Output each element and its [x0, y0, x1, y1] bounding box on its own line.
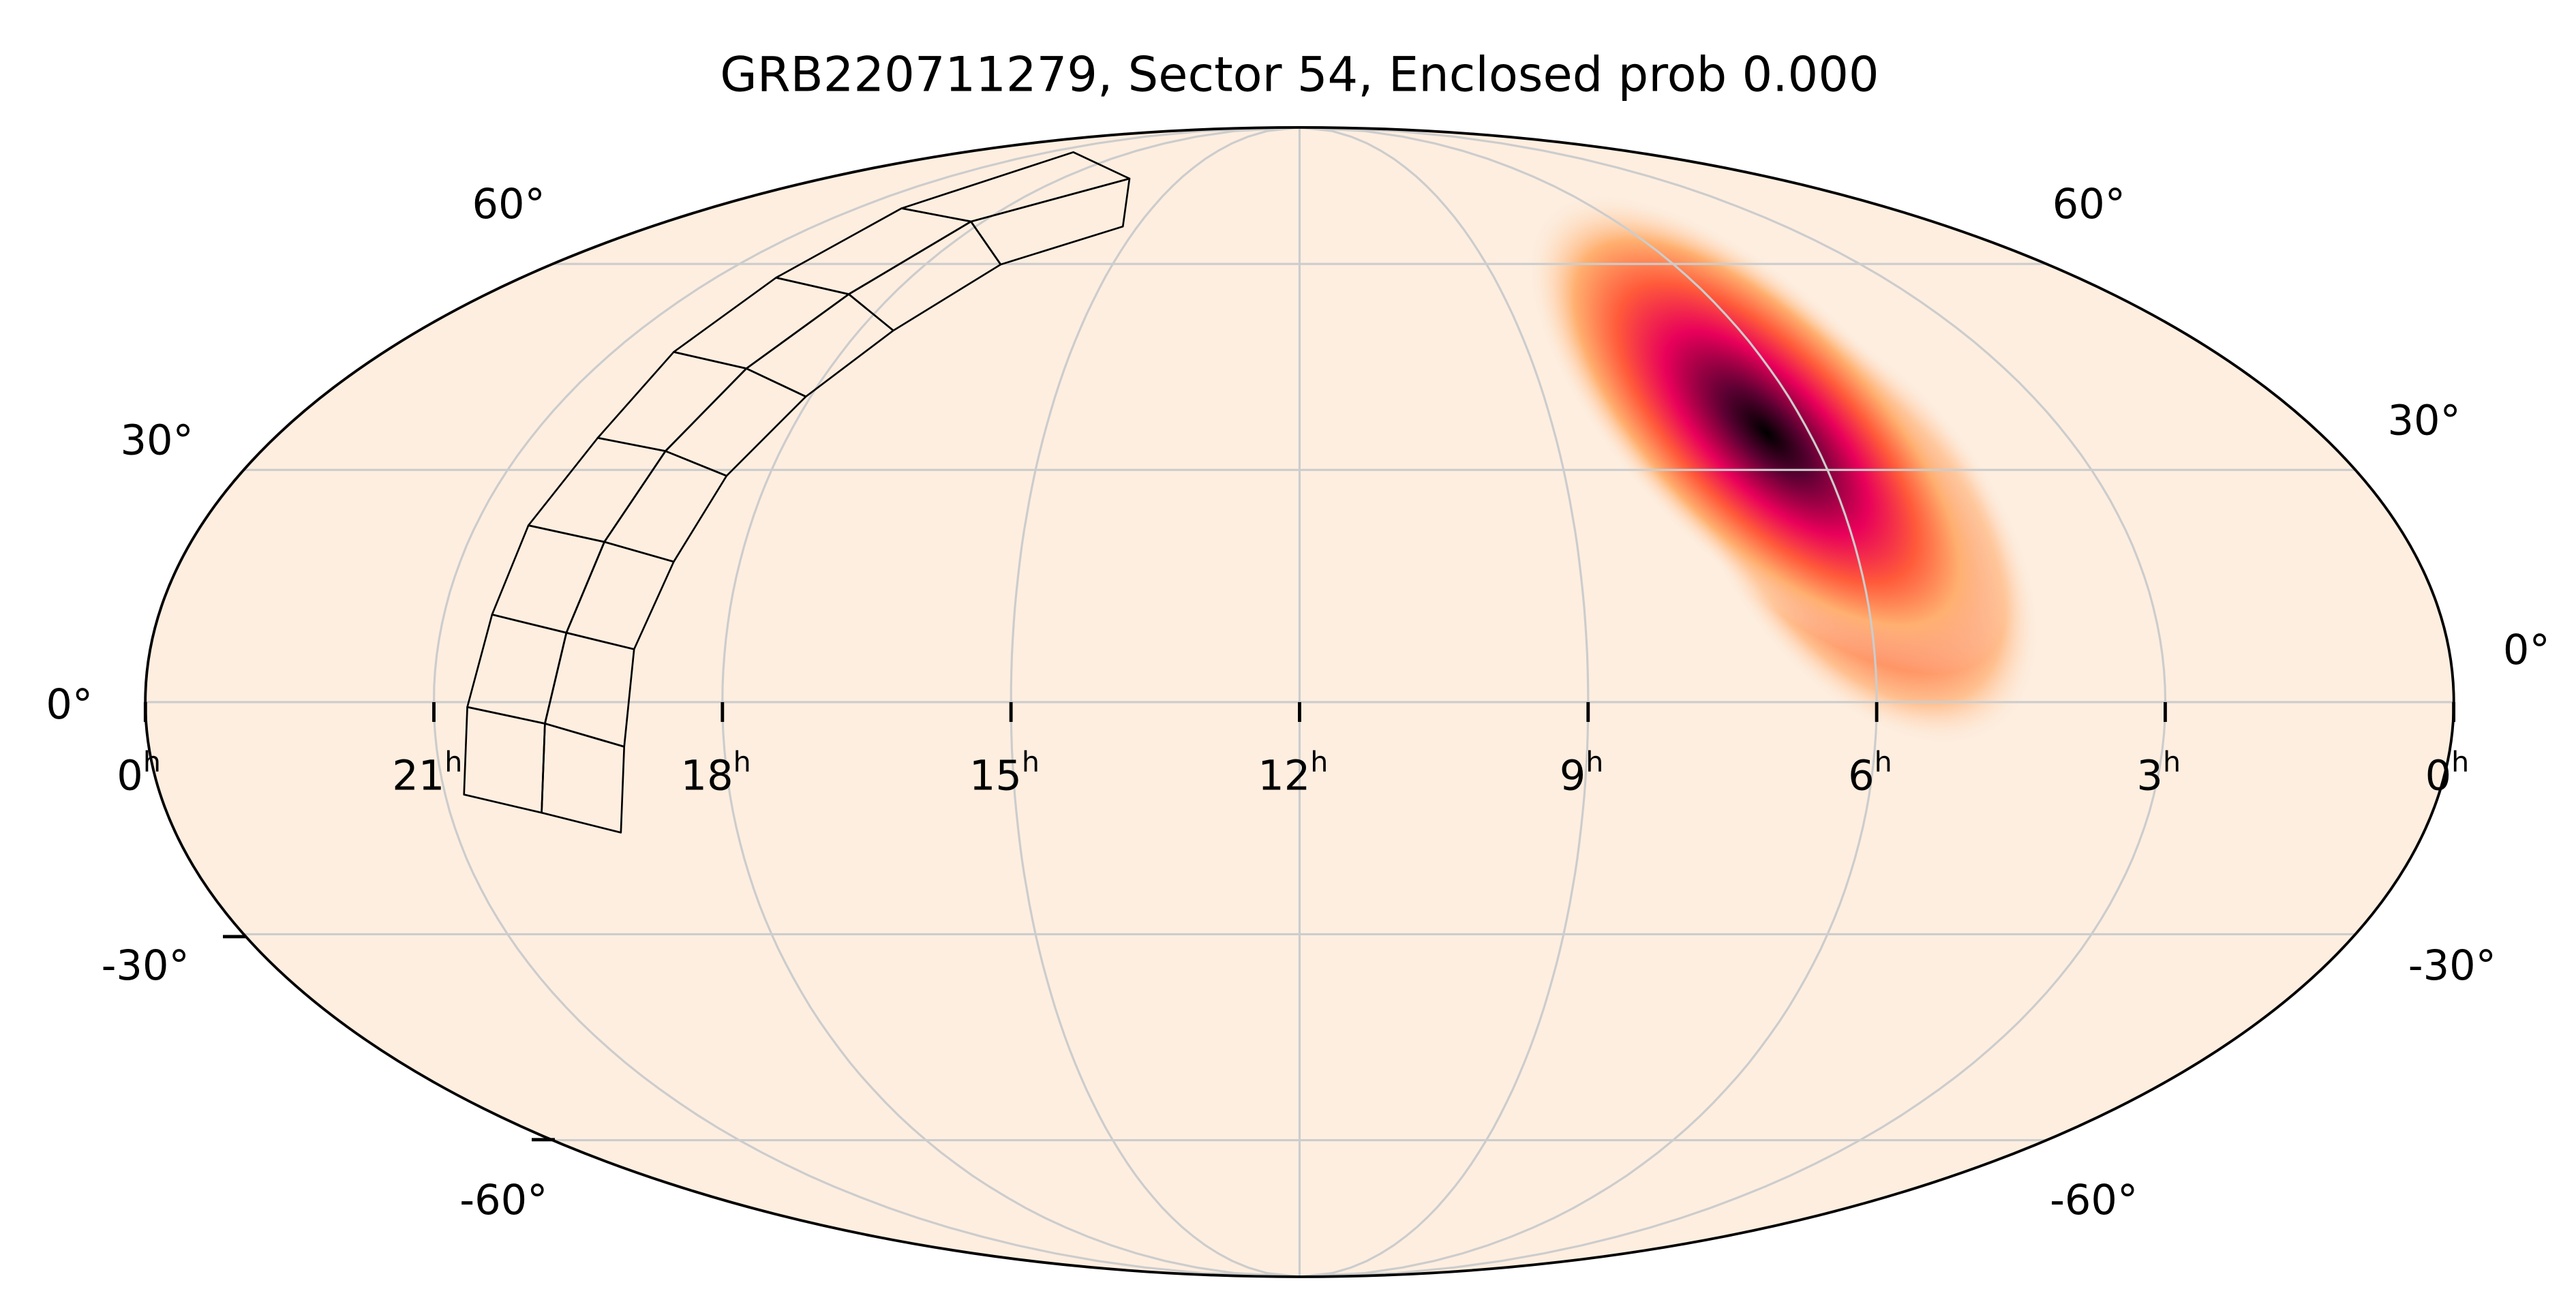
dec-tick-label-left: -60°: [459, 1177, 547, 1224]
ra-tick-label: 9h: [1560, 746, 1604, 800]
ra-tick-label: 0h: [117, 746, 161, 800]
dec-tick-label-right: 60°: [2052, 181, 2125, 228]
dec-tick-label-right: 0°: [2503, 626, 2550, 674]
axis-ticks: 0h 21h 18h 15h 12h 9h 6h 3h 0h 60° 30° 0° -30° -60° 60…: [46, 181, 2549, 1224]
dec-tick-label-right: -30°: [2408, 942, 2496, 990]
dec-tick-label-right: 30°: [2387, 397, 2460, 444]
chart-title: GRB220711279, Sector 54, Enclosed prob 0…: [720, 47, 1879, 103]
ccd-tile: [970, 177, 1131, 266]
ra-tick-label: 6h: [1848, 746, 1892, 800]
ra-tick-label: 18h: [681, 746, 751, 800]
probability-map: [1526, 192, 2041, 747]
ra-tick-label: 3h: [2136, 746, 2181, 800]
probability-peak: [1526, 192, 2008, 674]
dec-tick-label-right: -60°: [2050, 1177, 2138, 1224]
dec-tick-label-left: 30°: [120, 417, 193, 465]
dec-tick-label-left: -30°: [102, 942, 190, 990]
ra-tick-label: 21h: [392, 746, 462, 800]
ra-tick-label: 12h: [1258, 746, 1328, 800]
dec-tick-label-left: 0°: [46, 681, 93, 729]
ra-tick-label: 15h: [969, 746, 1040, 800]
ra-tick-label: 0h: [2425, 746, 2470, 800]
sector-footprint: [463, 151, 1131, 834]
dec-tick-label-left: 60°: [472, 181, 545, 228]
